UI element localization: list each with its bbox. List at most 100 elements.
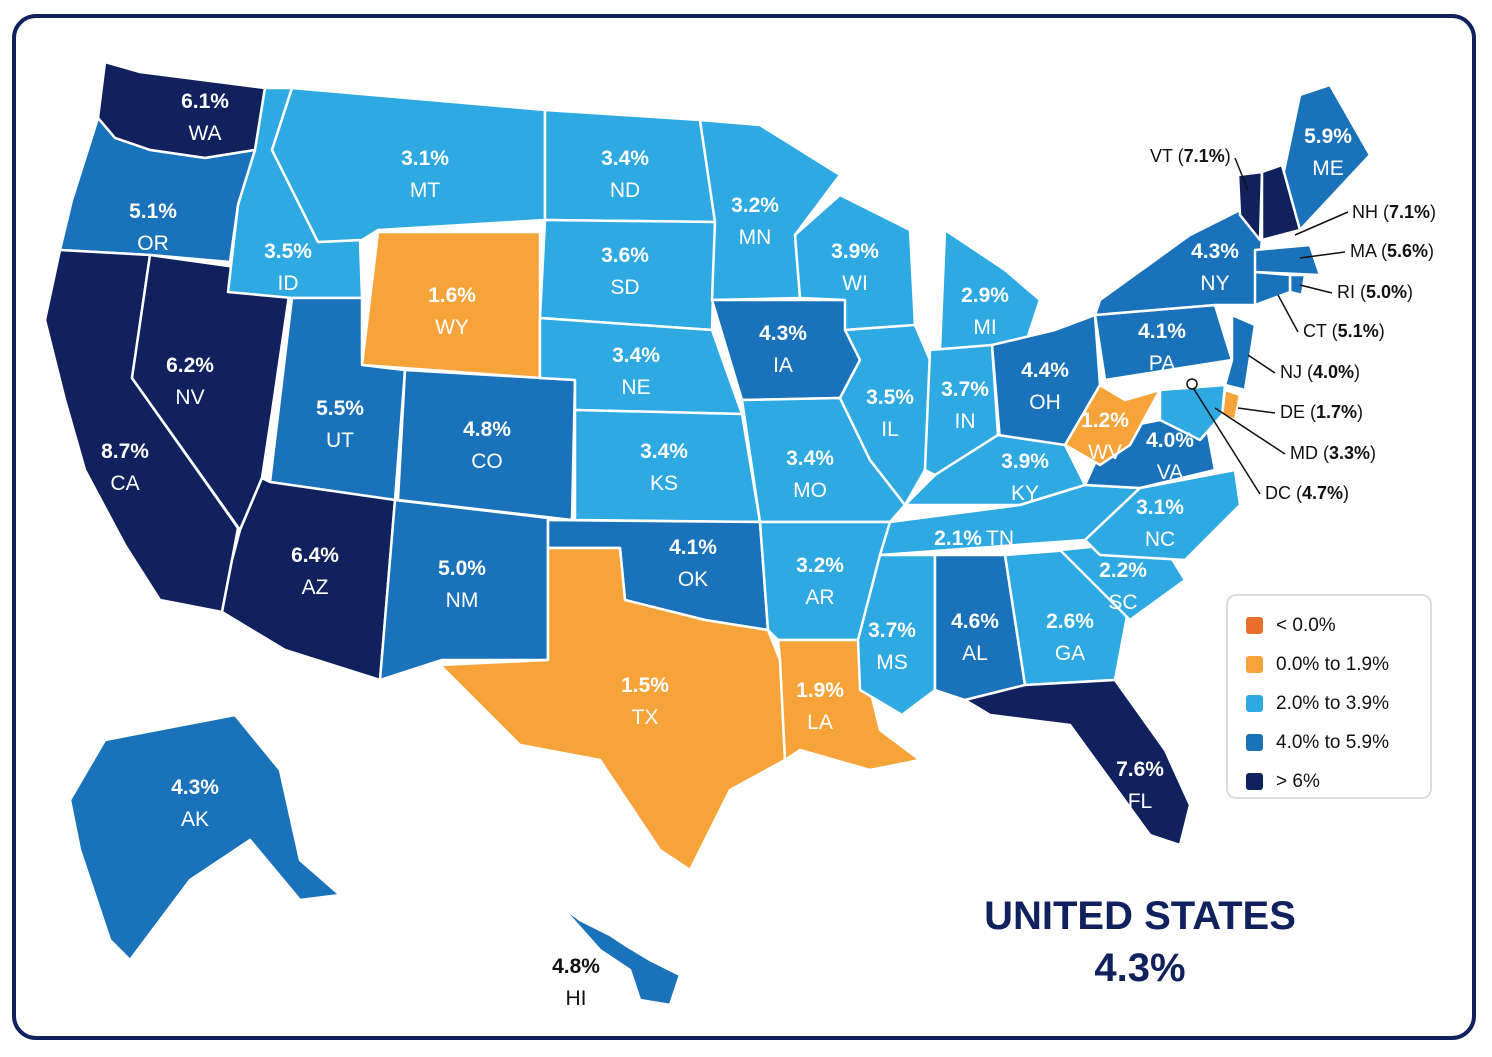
state-fl: [963, 678, 1192, 847]
state-value-ga: 2.6%: [1046, 610, 1094, 633]
legend-label: 0.0% to 1.9%: [1276, 653, 1390, 675]
state-value-oh: 4.4%: [1021, 359, 1069, 382]
legend-item: < 0.0%: [1246, 606, 1430, 645]
legend-swatch: [1246, 656, 1263, 673]
state-value-ok: 4.1%: [669, 536, 717, 559]
state-tx: [438, 546, 787, 872]
legend-item: 2.0% to 3.9%: [1246, 684, 1430, 723]
legend: < 0.0% 0.0% to 1.9% 2.0% to 3.9% 4.0% to…: [1226, 594, 1432, 799]
state-code-tx: TX: [632, 706, 659, 729]
state-value-mt: 3.1%: [401, 147, 449, 170]
state-value-tn: 2.1%: [934, 527, 982, 550]
state-value-ky: 3.9%: [1001, 450, 1049, 473]
state-value-az: 6.4%: [291, 544, 339, 567]
callout-leader-ct: [1277, 294, 1299, 333]
state-value-wa: 6.1%: [181, 90, 229, 113]
state-ks: [573, 408, 762, 524]
callout-dc: DC (4.7%): [1265, 483, 1349, 503]
state-value-mn: 3.2%: [731, 194, 779, 217]
state-code-ms: MS: [876, 651, 908, 674]
state-value-ak: 4.3%: [171, 776, 219, 799]
legend-label: 4.0% to 5.9%: [1276, 731, 1390, 753]
state-code-il: IL: [881, 418, 899, 441]
state-value-fl: 7.6%: [1116, 758, 1164, 781]
state-value-wv: 1.2%: [1081, 409, 1129, 432]
callout-nh: NH (7.1%): [1352, 202, 1436, 222]
state-code-al: AL: [962, 642, 988, 665]
state-value-nd: 3.4%: [601, 147, 649, 170]
callout-leader-vt: [1234, 157, 1249, 191]
legend-item: 4.0% to 5.9%: [1246, 723, 1430, 762]
state-code-me: ME: [1312, 157, 1344, 180]
state-code-mi: MI: [973, 316, 996, 339]
state-value-in: 3.7%: [941, 378, 989, 401]
callout-leader-nj: [1247, 354, 1276, 374]
state-value-wy: 1.6%: [428, 284, 476, 307]
state-code-ar: AR: [805, 586, 834, 609]
state-value-ne: 3.4%: [612, 344, 660, 367]
state-nj: [1223, 313, 1257, 392]
callout-leader-ri: [1299, 284, 1333, 294]
state-code-in: IN: [955, 410, 976, 433]
callout-nj: NJ (4.0%): [1280, 362, 1360, 382]
legend-item: > 6%: [1246, 762, 1430, 801]
state-mi: [938, 228, 1042, 352]
state-value-pa: 4.1%: [1138, 320, 1186, 343]
state-value-la: 1.9%: [796, 679, 844, 702]
state-value-ms: 3.7%: [868, 619, 916, 642]
state-code-hi: HI: [566, 987, 587, 1010]
state-code-wi: WI: [842, 272, 868, 295]
state-value-nv: 6.2%: [166, 354, 214, 377]
state-code-wv: WV: [1088, 441, 1122, 464]
state-code-mn: MN: [739, 226, 772, 249]
legend-label: > 6%: [1276, 770, 1320, 792]
state-code-nd: ND: [610, 179, 640, 202]
callout-ri: RI (5.0%): [1337, 282, 1413, 302]
state-ak: [68, 713, 342, 962]
state-code-nm: NM: [446, 589, 479, 612]
callout-leader-de: [1237, 407, 1276, 414]
callout-ct: CT (5.1%): [1303, 321, 1385, 341]
state-code-pa: PA: [1149, 352, 1175, 375]
callout-leader-ma: [1299, 251, 1346, 259]
callout-de: DE (1.7%): [1280, 402, 1363, 422]
state-value-ia: 4.3%: [759, 322, 807, 345]
state-value-ar: 3.2%: [796, 554, 844, 577]
state-value-me: 5.9%: [1304, 125, 1352, 148]
state-code-mo: MO: [793, 479, 827, 502]
state-value-co: 4.8%: [463, 418, 511, 441]
callout-leader-nh: [1294, 211, 1349, 236]
state-value-al: 4.6%: [951, 610, 999, 633]
state-value-id: 3.5%: [264, 240, 312, 263]
dc-marker-icon: [1186, 378, 1198, 390]
national-title: UNITED STATES: [984, 894, 1296, 938]
state-value-nm: 5.0%: [438, 557, 486, 580]
state-ct: [1253, 270, 1292, 307]
state-vt: [1236, 170, 1264, 242]
callout-leader-dc: [1191, 385, 1261, 495]
state-value-ks: 3.4%: [640, 440, 688, 463]
state-code-or: OR: [137, 232, 169, 255]
state-code-az: AZ: [302, 576, 329, 599]
state-code-mt: MT: [410, 179, 440, 202]
state-value-ca: 8.7%: [101, 440, 149, 463]
legend-swatch: [1246, 773, 1263, 790]
callout-vt: VT (7.1%): [1150, 146, 1231, 166]
state-code-nv: NV: [175, 386, 204, 409]
state-sd: [538, 218, 717, 332]
state-nm: [378, 498, 550, 682]
legend-swatch: [1246, 617, 1263, 634]
state-code-ne: NE: [621, 376, 650, 399]
state-code-wa: WA: [188, 122, 221, 145]
state-value-il: 3.5%: [866, 386, 914, 409]
state-value-tx: 1.5%: [621, 674, 669, 697]
state-code-ky: KY: [1011, 482, 1039, 505]
legend-swatch: [1246, 695, 1263, 712]
state-code-tn: TN: [986, 527, 1014, 550]
state-value-ny: 4.3%: [1191, 240, 1239, 263]
state-code-ny: NY: [1200, 272, 1229, 295]
state-code-ut: UT: [326, 429, 354, 452]
callout-md: MD (3.3%): [1290, 443, 1376, 463]
state-code-oh: OH: [1029, 391, 1061, 414]
